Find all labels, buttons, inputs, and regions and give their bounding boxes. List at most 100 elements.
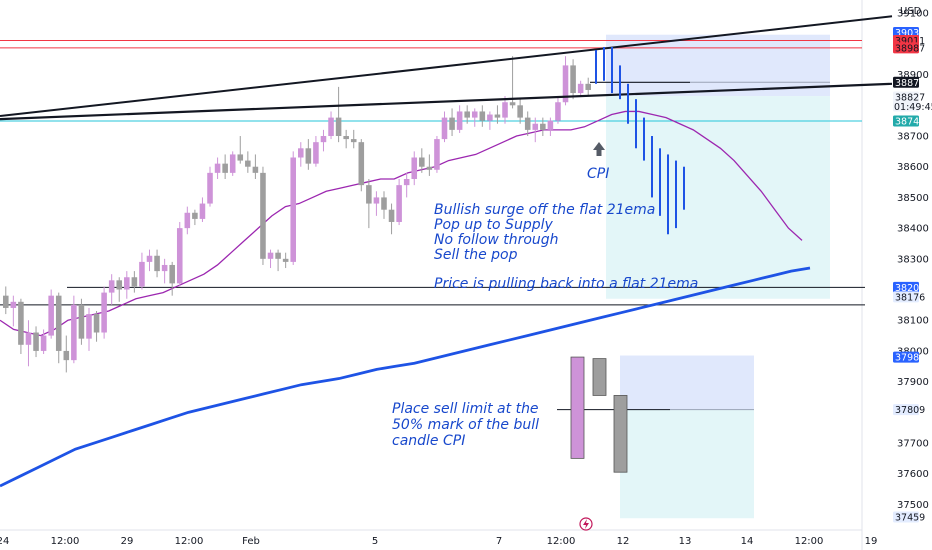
candle-body [577,83,584,94]
candle-body [585,83,591,90]
price-tag-label: 38827 [895,93,925,104]
x-tick-label: 14 [741,536,754,547]
candle-body [55,295,62,351]
flat-trendline [0,82,893,121]
price-tag-label: 37980 [895,353,925,364]
candle-body [40,335,47,351]
candle-body [517,105,523,118]
candle-body [456,111,463,130]
y-tick-label: 38500 [897,193,929,204]
candle-body [252,166,259,173]
y-tick-label: 38600 [897,162,929,173]
candle-body [411,157,418,179]
price-tag-label: 39011 [895,36,925,47]
price-tag-box [893,115,919,127]
annotation-bottom-line-3: candle CPI [392,433,465,449]
x-tick-label: 12 [617,536,630,547]
x-tick-label: 5 [372,536,378,547]
annotation-top-line-3: No follow through [434,232,559,248]
candle-body [532,123,539,130]
price-tag-label: 37459 [895,513,925,524]
candle-body [199,203,206,219]
candle-body [373,197,380,204]
annotation-top-line-4: Sell the pop [434,247,518,263]
event-bolt-glyph [583,519,589,529]
ema21-line [0,110,803,337]
candle-body [108,280,115,293]
candle-body [10,301,17,308]
annotations: Bullish surge off the flat 21ema Pop up … [392,166,698,449]
candle-body [298,148,304,158]
candle-body [328,117,334,137]
candle-body [124,277,130,290]
reward-zone-upper [606,96,830,299]
candle-body [487,114,493,121]
axes: USD 391003890038700386003850038400383003… [0,6,929,547]
price-tag-label: 38749 [895,116,925,127]
candle-body [176,228,183,284]
price-tag-box [893,404,919,416]
candle-body [290,157,296,262]
candle-body [464,111,470,118]
annotation-bottom-line-1: Place sell limit at the [392,401,539,417]
candle-body [366,185,372,204]
price-tag-box [893,42,919,54]
candle-body [426,166,433,170]
y-tick-label: 37500 [897,500,929,511]
x-tick-label: 12:00 [547,536,576,547]
x-tick-label: Feb [242,536,260,547]
countdown-label: 01:49:45 [894,102,932,113]
currency-label: USD [900,6,922,17]
price-tag-box [893,76,919,88]
sketch-bear-candle-small [592,358,607,396]
candle-body [434,139,440,170]
candle-body [33,332,39,351]
candle-body [441,117,448,140]
candle-body [381,197,387,210]
icons [579,142,605,531]
rising-trendline [0,15,893,118]
candle-body [502,102,508,118]
annotation-top-line-1: Bullish surge off the flat 21ema [434,202,655,218]
candle-body [169,264,175,284]
candle-body [260,172,266,259]
candle-body [245,160,251,167]
annotation-bottom-line-2: 50% mark of the bull [392,417,539,433]
annotation-mid: Price is pulling back into a flat 21ema [434,276,698,292]
y-tick-label: 39100 [897,9,929,20]
candle-body [509,102,516,106]
candle-body [48,295,54,336]
candle-body [479,111,486,121]
candle-body [343,136,349,140]
price-tag-box [893,511,919,523]
y-tick-label: 37600 [897,469,929,480]
candle-body [305,148,312,164]
candle-body [547,120,554,130]
up-arrow-icon [593,142,605,156]
candle-body [63,350,70,361]
candle-body [146,255,153,262]
ema200-line [0,266,811,488]
candle-body [3,295,9,308]
candle-body [449,117,455,130]
cpi-candle-sketch [570,356,628,473]
x-tick-label: 29 [121,536,134,547]
x-tick-label: 13 [679,536,692,547]
x-tick-label: 12:00 [795,536,824,547]
trend-lines [0,15,893,121]
candle-body [93,314,100,333]
annotation-cpi: CPI [587,166,609,182]
candlestick-series [3,56,591,373]
candle-body [267,252,274,259]
candle-body [154,255,160,272]
price-tag-label: 39037 [895,28,925,39]
price-tag-label: 38987 [895,43,925,54]
candle-body [18,301,24,345]
candle-body [184,212,191,229]
candle-body [192,212,198,219]
candle-body [78,304,85,339]
candle-body [214,163,221,173]
candle-body [222,163,228,173]
candle-body [282,258,289,262]
